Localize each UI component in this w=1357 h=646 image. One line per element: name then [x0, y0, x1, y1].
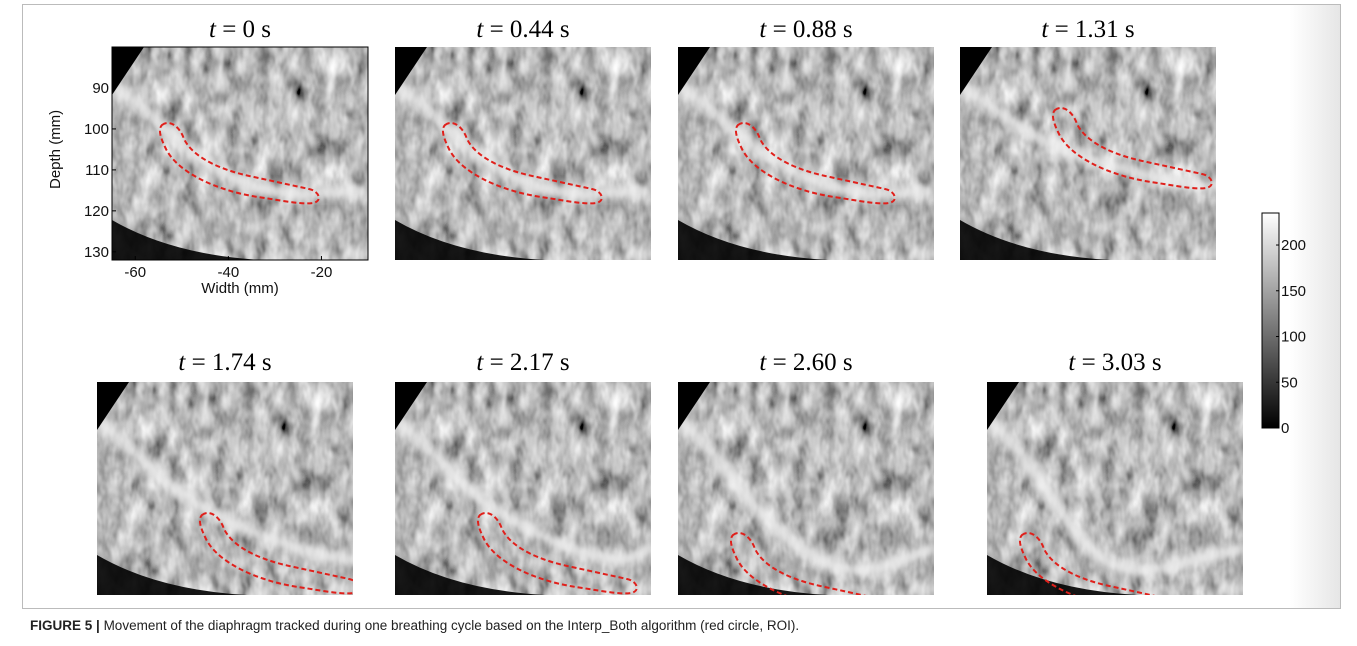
y-tick-label: 100: [84, 121, 109, 138]
ultrasound-image: [987, 382, 1243, 613]
x-tick-label: -20: [311, 264, 333, 281]
time-variable: t: [1041, 16, 1049, 43]
time-variable: t: [1068, 349, 1076, 376]
panel-title: t = 2.17 s: [476, 349, 569, 376]
speckle: [678, 47, 934, 260]
ultrasound-image: [97, 382, 366, 595]
time-variable: t: [476, 16, 484, 43]
caption: FIGURE 5 | Movement of the diaphragm tra…: [30, 618, 799, 633]
time-variable: t: [759, 16, 767, 43]
colorbar-tick-label: 0: [1281, 420, 1289, 437]
time-variable: t: [759, 349, 767, 376]
time-value: = 2.17 s: [490, 349, 570, 376]
time-value: = 2.60 s: [773, 349, 853, 376]
x-tick-label: -40: [218, 264, 240, 281]
panel-title: t = 3.03 s: [1068, 349, 1161, 376]
panel-title: t = 0 s: [209, 16, 271, 43]
colorbar-tick-label: 50: [1281, 374, 1298, 391]
speckle: [97, 382, 353, 595]
speckle: [395, 47, 651, 260]
x-axis-label: Width (mm): [201, 280, 279, 297]
colorbar-tick-label: 200: [1281, 237, 1306, 254]
x-tick-label: -60: [124, 264, 146, 281]
panel-title: t = 0.88 s: [759, 16, 852, 43]
edge-shade: [1290, 5, 1340, 608]
panel-title: t = 0.44 s: [476, 16, 569, 43]
ultrasound-image: [395, 47, 651, 260]
y-tick-label: 120: [84, 203, 109, 220]
panel-title: t = 1.74 s: [178, 349, 271, 376]
time-variable: t: [209, 16, 217, 43]
panel-title: t = 1.31 s: [1041, 16, 1134, 43]
colorbar-tick-label: 100: [1281, 329, 1306, 346]
y-tick-label: 110: [85, 162, 109, 179]
time-variable: t: [178, 349, 186, 376]
speckle: [112, 47, 368, 260]
time-variable: t: [476, 349, 484, 376]
colorbar-tick-label: 150: [1281, 283, 1306, 300]
time-value: = 0.88 s: [773, 16, 853, 43]
y-tick-label: 130: [84, 244, 109, 261]
figure: FIGURE 5 | Movement of the diaphragm tra…: [0, 0, 1357, 646]
time-value: = 0 s: [222, 16, 271, 43]
ultrasound-image: [678, 382, 934, 613]
ultrasound-image: [678, 47, 934, 260]
time-value: = 1.31 s: [1055, 16, 1135, 43]
ultrasound-image: [960, 47, 1220, 260]
time-value: = 1.74 s: [192, 349, 272, 376]
time-value: = 3.03 s: [1082, 349, 1162, 376]
y-axis-label: Depth (mm): [47, 110, 64, 189]
ultrasound-image: [112, 47, 368, 260]
time-value: = 0.44 s: [490, 16, 570, 43]
caption-text: Movement of the diaphragm tracked during…: [104, 618, 800, 633]
ultrasound-image: [395, 382, 651, 595]
y-tick-label: 90: [92, 80, 109, 97]
caption-label: FIGURE 5 |: [30, 618, 100, 633]
panel-title: t = 2.60 s: [759, 349, 852, 376]
